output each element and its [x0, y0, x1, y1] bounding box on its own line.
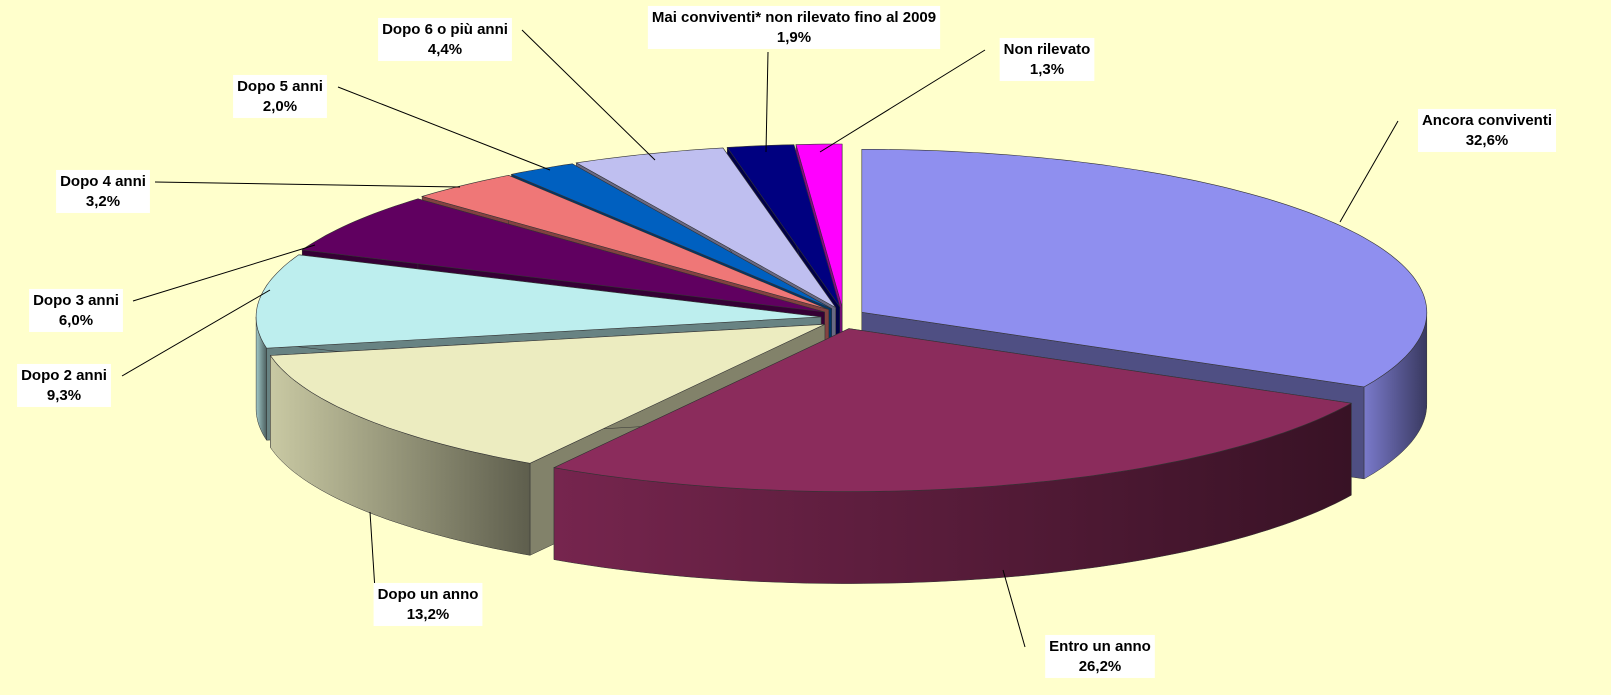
leader-line [1339, 120, 1399, 223]
label-name: Non rilevato [1004, 41, 1091, 58]
label-name: Dopo 6 o più anni [382, 21, 508, 38]
label-value: 13,2% [407, 606, 450, 623]
label-value: 4,4% [428, 41, 462, 58]
slice-top [553, 328, 1353, 492]
label-value: 1,9% [777, 29, 811, 46]
label-background [56, 169, 150, 213]
slice-top [269, 324, 826, 464]
slice-top [421, 174, 829, 310]
slice-top [255, 254, 822, 349]
label-name: Dopo 2 anni [21, 367, 107, 384]
label-background [378, 17, 512, 61]
label-value: 32,6% [1466, 132, 1509, 149]
slice-top [575, 147, 836, 308]
leader-line [1002, 569, 1026, 648]
label-value: 1,3% [1030, 61, 1064, 78]
leader-line [337, 86, 551, 171]
label-name: Mai conviventi* non rilevato fino al 200… [652, 9, 936, 26]
leader-line [765, 51, 769, 153]
label-background [29, 288, 123, 332]
label-background [233, 74, 327, 118]
label-name: Dopo 5 anni [237, 78, 323, 95]
label-value: 6,0% [59, 312, 93, 329]
label-value: 2,0% [263, 98, 297, 115]
leader-line [521, 29, 656, 161]
label-background [999, 37, 1095, 81]
label-background [1417, 108, 1557, 152]
label-value: 9,3% [47, 387, 81, 404]
leader-line [132, 244, 316, 302]
slice-top [861, 149, 1428, 388]
slice [553, 328, 1353, 584]
label-value: 26,2% [1079, 658, 1122, 675]
label-name: Dopo 4 anni [60, 173, 146, 190]
label-value: 3,2% [86, 193, 120, 210]
label-name: Entro un anno [1049, 638, 1151, 655]
leader-line [819, 49, 986, 153]
label-background [1045, 634, 1155, 678]
label-name: Ancora conviventi [1422, 112, 1552, 129]
label-background [647, 5, 941, 49]
slice-top [301, 198, 825, 313]
leader-line [121, 289, 271, 377]
label-name: Dopo un anno [378, 586, 479, 603]
leader-line [369, 511, 376, 591]
leader-line [154, 181, 461, 188]
label-background [17, 363, 111, 407]
slice-top [795, 143, 843, 308]
slice-top [726, 144, 841, 308]
slice-top [510, 163, 832, 309]
label-name: Dopo 3 anni [33, 292, 119, 309]
label-background [373, 582, 483, 626]
